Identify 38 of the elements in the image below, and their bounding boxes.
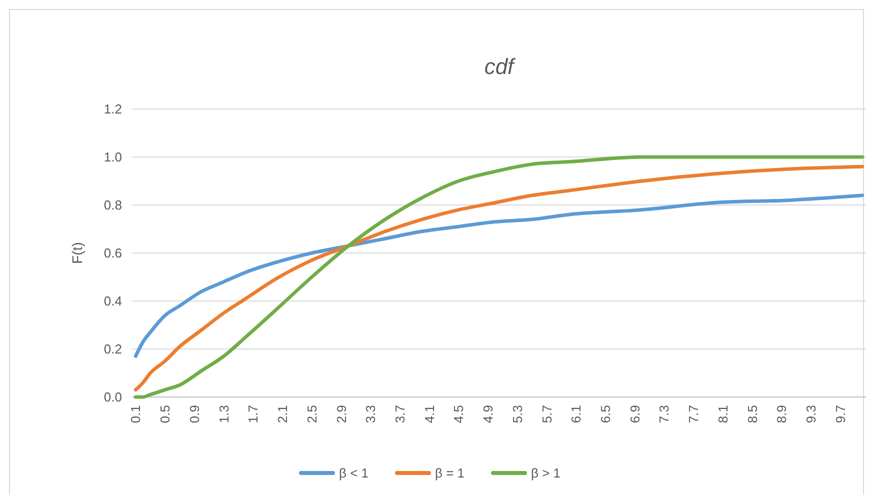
y-tick-label: 1.0: [104, 150, 122, 165]
x-tick-label: 6.5: [598, 405, 613, 424]
y-tick-label: 0.8: [104, 198, 122, 213]
x-tick-label: 3.3: [363, 405, 378, 424]
x-tick-label: 8.1: [715, 405, 730, 424]
x-tick-label: 1.7: [246, 405, 261, 424]
x-tick-label: 3.7: [392, 405, 408, 424]
x-tick-label: 8.5: [744, 405, 760, 424]
y-tick-label: 0.4: [104, 294, 122, 309]
legend-label: β = 1: [435, 466, 465, 481]
legend-label: β < 1: [339, 466, 369, 481]
y-tick-label: 0.2: [104, 342, 122, 357]
x-tick-label: 6.9: [627, 405, 642, 424]
x-tick-label: 4.9: [480, 405, 496, 424]
x-tick-label: 0.9: [186, 405, 202, 424]
x-tick-label: 2.1: [275, 405, 290, 424]
x-tick-label: 1.3: [216, 405, 232, 424]
x-tick-label: 0.5: [158, 405, 173, 424]
x-tick-label: 4.1: [422, 405, 437, 424]
x-tick-label: 4.5: [451, 405, 466, 424]
x-tick-label: 5.3: [510, 405, 525, 424]
x-tick-label: 0.1: [128, 405, 144, 424]
x-tick-label: 6.1: [568, 405, 584, 424]
y-tick-label: 0.6: [104, 246, 122, 261]
y-axis-title: F(t): [69, 242, 85, 264]
x-tick-label: 2.5: [304, 405, 320, 424]
x-tick-label: 9.7: [832, 405, 848, 424]
line-series: [134, 194, 864, 358]
y-tick-label: 0.0: [104, 390, 122, 405]
x-tick-label: 7.3: [656, 405, 672, 424]
chart-title: cdf: [484, 54, 517, 79]
x-tick-label: 7.7: [686, 405, 702, 424]
y-tick-label: 1.2: [104, 102, 122, 117]
x-tick-label: 2.9: [334, 405, 349, 424]
x-tick-label: 8.9: [774, 405, 790, 424]
x-tick-label: 9.3: [804, 405, 818, 424]
x-tick-label: 5.7: [539, 405, 554, 424]
legend-label: β > 1: [531, 466, 561, 481]
